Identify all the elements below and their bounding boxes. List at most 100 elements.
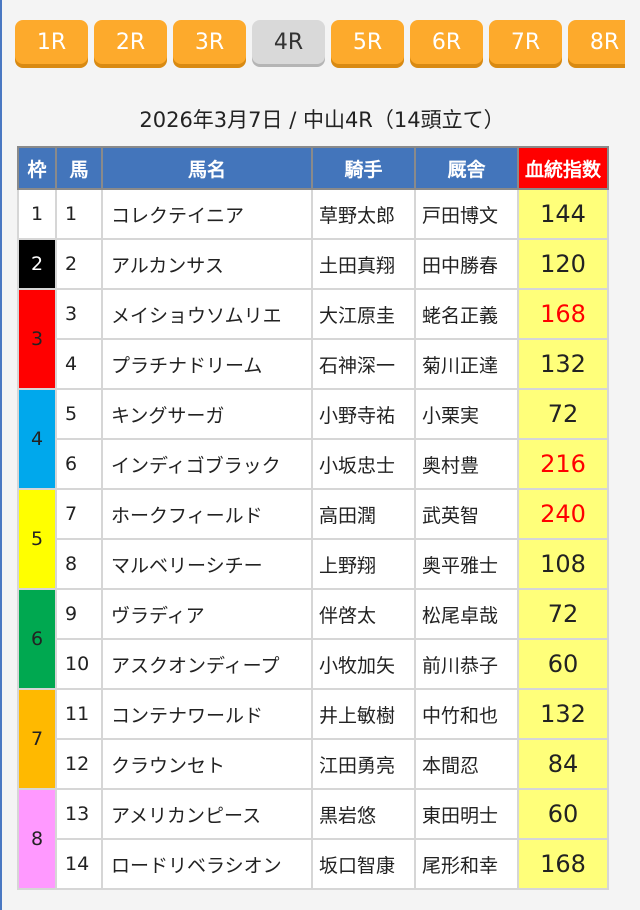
horse-number: 9 — [55, 588, 103, 640]
horse-number: 14 — [55, 838, 103, 890]
pedigree-index: 84 — [517, 738, 609, 790]
trainer-name: 奥平雅士 — [414, 538, 519, 590]
table-row: 3 3 メイショウソムリエ 大江原圭 蛯名正義 168 — [17, 288, 609, 390]
race-button-5r[interactable]: 5R — [331, 20, 404, 64]
horse-table: 枠 馬 馬名 騎手 厩舎 血統指数 1 1 コレクテイニア 草野太郎 戸田博文 144 2 2… — [17, 146, 609, 890]
header-number: 馬 — [55, 146, 103, 190]
pedigree-index: 216 — [517, 438, 609, 490]
horse-number: 11 — [55, 688, 103, 740]
race-button-7r[interactable]: 7R — [489, 20, 562, 64]
trainer-name: 小栗実 — [414, 388, 519, 440]
pedigree-index: 144 — [517, 188, 609, 240]
trainer-name: 蛯名正義 — [414, 288, 519, 340]
pedigree-index: 132 — [517, 688, 609, 740]
table-row: 4 プラチナドリーム 石神深一 菊川正達 132 — [18, 338, 609, 390]
trainer-name: 奥村豊 — [414, 438, 519, 490]
waku-cell: 8 — [17, 788, 57, 890]
trainer-name: 松尾卓哉 — [414, 588, 519, 640]
race-button-1r[interactable]: 1R — [15, 20, 88, 64]
table-row: 7 11 コンテナワールド 井上敏樹 中竹和也 132 — [17, 688, 609, 790]
horse-name[interactable]: ヴラディア — [101, 588, 313, 640]
jockey-name: 小野寺祐 — [311, 388, 416, 440]
jockey-name: 黒岩悠 — [311, 788, 416, 840]
table-row: 6 9 ヴラディア 伴啓太 松尾卓哉 72 — [17, 588, 609, 690]
jockey-name: 上野翔 — [311, 538, 416, 590]
trainer-name: 田中勝春 — [414, 238, 519, 290]
horse-number: 10 — [55, 638, 103, 690]
pedigree-index: 120 — [517, 238, 609, 290]
jockey-name: 土田真翔 — [311, 238, 416, 290]
horse-name[interactable]: コンテナワールド — [101, 688, 313, 740]
horse-name[interactable]: インディゴブラック — [101, 438, 313, 490]
pedigree-index: 240 — [517, 488, 609, 540]
table-row: 12 クラウンセト 江田勇亮 本間忍 84 — [18, 738, 609, 790]
waku-cell: 5 — [17, 488, 57, 590]
horse-number: 13 — [55, 788, 103, 840]
horse-number: 8 — [55, 538, 103, 590]
waku-cell: 4 — [17, 388, 57, 490]
trainer-name: 尾形和幸 — [414, 838, 519, 890]
horse-name[interactable]: キングサーガ — [101, 388, 313, 440]
horse-name[interactable]: アメリカンピース — [101, 788, 313, 840]
horse-name[interactable]: コレクテイニア — [101, 188, 313, 240]
table-row: 2 2 アルカンサス 土田真翔 田中勝春 120 — [17, 238, 609, 290]
race-button-3r[interactable]: 3R — [173, 20, 246, 64]
jockey-name: 小牧加矢 — [311, 638, 416, 690]
horse-number: 3 — [55, 288, 103, 340]
jockey-name: 大江原圭 — [311, 288, 416, 340]
horse-number: 2 — [55, 238, 103, 290]
table-header-row: 枠 馬 馬名 騎手 厩舎 血統指数 — [17, 146, 609, 190]
horse-name[interactable]: マルベリーシチー — [101, 538, 313, 590]
horse-name[interactable]: アルカンサス — [101, 238, 313, 290]
horse-name[interactable]: プラチナドリーム — [101, 338, 313, 390]
pedigree-index: 72 — [517, 388, 609, 440]
waku-cell: 3 — [17, 288, 57, 390]
horse-name[interactable]: ホークフィールド — [101, 488, 313, 540]
pedigree-index: 168 — [517, 838, 609, 890]
table-row: 4 5 キングサーガ 小野寺祐 小栗実 72 — [17, 388, 609, 490]
race-button-8r[interactable]: 8R — [568, 20, 625, 64]
horse-name[interactable]: ロードリベラシオン — [101, 838, 313, 890]
table-row: 8 マルベリーシチー 上野翔 奥平雅士 108 — [18, 538, 609, 590]
horse-name[interactable]: アスクオンディープ — [101, 638, 313, 690]
pedigree-index: 60 — [517, 788, 609, 840]
waku-cell: 1 — [17, 188, 57, 240]
trainer-name: 武英智 — [414, 488, 519, 540]
jockey-name: 井上敏樹 — [311, 688, 416, 740]
table-row: 6 インディゴブラック 小坂忠士 奥村豊 216 — [18, 438, 609, 490]
header-pedigree-index: 血統指数 — [517, 146, 609, 190]
jockey-name: 草野太郎 — [311, 188, 416, 240]
race-nav: 1R 2R 3R 4R 5R 6R 7R 8R — [15, 20, 625, 72]
race-button-4r[interactable]: 4R — [252, 20, 325, 64]
table-row: 5 7 ホークフィールド 高田潤 武英智 240 — [17, 488, 609, 590]
pedigree-index: 132 — [517, 338, 609, 390]
waku-cell: 2 — [17, 238, 57, 290]
horse-number: 4 — [55, 338, 103, 390]
race-button-2r[interactable]: 2R — [94, 20, 167, 64]
table-row: 14 ロードリベラシオン 坂口智康 尾形和幸 168 — [18, 838, 609, 890]
header-trainer: 厩舎 — [414, 146, 519, 190]
trainer-name: 中竹和也 — [414, 688, 519, 740]
table-row: 8 13 アメリカンピース 黒岩悠 東田明士 60 — [17, 788, 609, 890]
horse-name[interactable]: メイショウソムリエ — [101, 288, 313, 340]
waku-cell: 6 — [17, 588, 57, 690]
pedigree-index: 60 — [517, 638, 609, 690]
trainer-name: 前川恭子 — [414, 638, 519, 690]
jockey-name: 坂口智康 — [311, 838, 416, 890]
trainer-name: 菊川正達 — [414, 338, 519, 390]
table-row: 10 アスクオンディープ 小牧加矢 前川恭子 60 — [18, 638, 609, 690]
header-jockey: 騎手 — [311, 146, 416, 190]
horse-number: 12 — [55, 738, 103, 790]
horse-number: 1 — [55, 188, 103, 240]
trainer-name: 東田明士 — [414, 788, 519, 840]
race-button-6r[interactable]: 6R — [410, 20, 483, 64]
trainer-name: 本間忍 — [414, 738, 519, 790]
waku-cell: 7 — [17, 688, 57, 790]
jockey-name: 小坂忠士 — [311, 438, 416, 490]
header-horse-name: 馬名 — [101, 146, 313, 190]
pedigree-index: 168 — [517, 288, 609, 340]
horse-number: 6 — [55, 438, 103, 490]
table-row: 1 1 コレクテイニア 草野太郎 戸田博文 144 — [17, 188, 609, 240]
jockey-name: 江田勇亮 — [311, 738, 416, 790]
horse-name[interactable]: クラウンセト — [101, 738, 313, 790]
